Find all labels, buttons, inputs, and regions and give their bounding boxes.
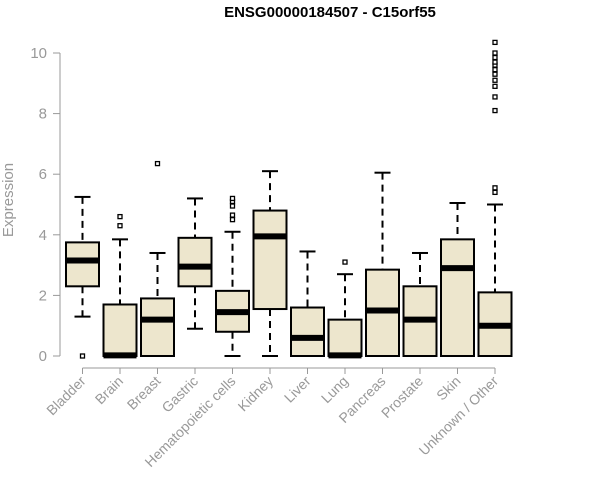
box-rect bbox=[252, 209, 288, 311]
boxes-group bbox=[65, 39, 513, 359]
box-group bbox=[140, 160, 175, 357]
box-group bbox=[327, 259, 363, 359]
y-tick-label: 6 bbox=[39, 166, 47, 183]
outlier-point bbox=[229, 203, 236, 209]
box-group bbox=[102, 213, 138, 359]
x-tick-label: Brain bbox=[92, 373, 126, 407]
outlier-point bbox=[492, 54, 498, 61]
y-tick-label: 4 bbox=[39, 227, 47, 244]
x-tick-label: Liver bbox=[281, 373, 314, 406]
outlier-point bbox=[342, 259, 348, 265]
outlier-point bbox=[492, 107, 498, 114]
x-tick-label: Bladder bbox=[43, 373, 89, 419]
x-tick-label: Lung bbox=[318, 373, 351, 406]
box-group bbox=[215, 195, 250, 357]
outlier-point bbox=[229, 212, 236, 218]
outlier-point bbox=[492, 77, 498, 83]
outlier-point bbox=[492, 185, 498, 191]
box-group bbox=[477, 39, 513, 357]
y-tick-label: 10 bbox=[30, 45, 47, 62]
chart-title: ENSG00000184507 - C15orf55 bbox=[224, 4, 436, 21]
outlier-point bbox=[492, 50, 498, 56]
y-tick-label: 8 bbox=[39, 106, 47, 123]
x-tick-label: Prostate bbox=[378, 373, 426, 421]
outlier-point bbox=[492, 94, 498, 100]
outlier-point bbox=[492, 189, 498, 196]
outlier-point bbox=[229, 216, 236, 223]
box-rect bbox=[65, 241, 100, 288]
box-rect bbox=[140, 297, 175, 357]
y-tick-label: 2 bbox=[39, 287, 47, 304]
y-axis: 0 2 4 6 8 10 bbox=[30, 45, 61, 365]
outlier-point bbox=[492, 71, 498, 77]
box-group bbox=[252, 170, 288, 357]
box-rect bbox=[177, 236, 213, 288]
box-rect bbox=[290, 306, 325, 357]
box-group bbox=[290, 250, 325, 357]
x-tick-label: Breast bbox=[124, 373, 164, 413]
box-group bbox=[365, 171, 400, 357]
box-rect bbox=[327, 318, 363, 358]
box-group bbox=[177, 197, 213, 330]
box-group bbox=[440, 201, 475, 357]
outlier-point bbox=[154, 160, 161, 167]
x-tick-label: Kidney bbox=[235, 373, 277, 415]
box-rect bbox=[102, 303, 138, 357]
outlier-point bbox=[492, 67, 498, 73]
box-group bbox=[65, 195, 100, 359]
x-tick-label: Skin bbox=[433, 373, 464, 404]
outlier-point bbox=[492, 39, 498, 46]
box-rect bbox=[440, 238, 475, 357]
outlier-point bbox=[117, 223, 123, 229]
outlier-point bbox=[79, 353, 86, 359]
box-group bbox=[402, 251, 438, 357]
y-axis-label: Expression bbox=[0, 163, 17, 237]
outlier-point bbox=[117, 213, 123, 220]
y-tick-label: 0 bbox=[39, 348, 47, 365]
outlier-point bbox=[492, 59, 498, 65]
outlier-point bbox=[492, 83, 498, 89]
outlier-point bbox=[229, 195, 236, 202]
